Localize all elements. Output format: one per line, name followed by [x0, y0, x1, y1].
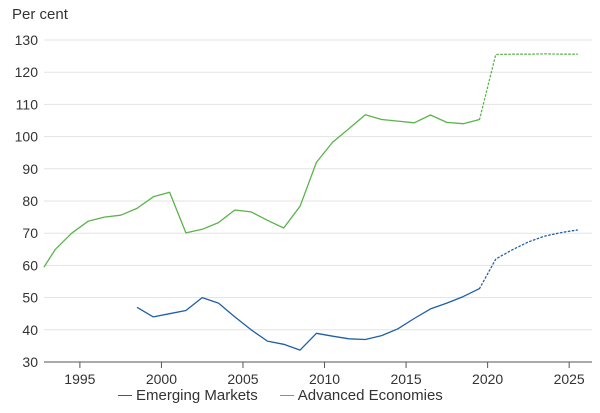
x-tick-label-2000: 2000 [146, 371, 177, 387]
x-tick-label-1995: 1995 [64, 371, 95, 387]
legend-swatch-advanced-economies [279, 395, 294, 396]
legend-label-emerging-markets: Emerging Markets [136, 387, 258, 404]
y-tick-label-90: 90 [22, 161, 38, 177]
x-tick-label-2025: 2025 [554, 371, 585, 387]
series-line-advanced-economies [43, 114, 480, 268]
series-projection-emerging-markets [478, 229, 578, 290]
y-tick-label-80: 80 [22, 193, 38, 209]
series-projection-advanced-economies [478, 53, 578, 121]
series-line-emerging-markets [136, 288, 480, 351]
y-tick-label-100: 100 [15, 129, 39, 145]
y-tick-label-50: 50 [22, 290, 38, 306]
y-tick-label-40: 40 [22, 322, 38, 338]
legend: Emerging Markets Advanced Economies [118, 387, 465, 404]
legend-item-emerging-markets: Emerging Markets [118, 387, 258, 404]
y-tick-label-110: 110 [16, 96, 39, 112]
x-tick-label-2020: 2020 [472, 371, 503, 387]
x-tick-label-2010: 2010 [309, 371, 340, 387]
y-tick-label-30: 30 [22, 354, 38, 370]
legend-item-advanced-economies: Advanced Economies [279, 387, 443, 404]
gridlines [44, 39, 592, 363]
y-axis-unit-label: Per cent [12, 6, 68, 23]
y-tick-label-130: 130 [15, 32, 39, 48]
legend-swatch-emerging-markets [118, 395, 132, 396]
y-tick-label-120: 120 [15, 64, 39, 80]
x-tick-label-2015: 2015 [390, 371, 421, 387]
y-tick-label-60: 60 [22, 257, 38, 273]
x-tick-label-2005: 2005 [227, 371, 258, 387]
series-lines [43, 53, 578, 351]
y-axis-tick-labels: 30 40 50 60 70 80 90 100 110 120 130 [15, 32, 39, 370]
y-tick-label-70: 70 [22, 225, 38, 241]
legend-label-advanced-economies: Advanced Economies [297, 387, 443, 404]
x-axis-tick-labels: 1995 2000 2005 2010 2015 2020 2025 [64, 362, 585, 387]
